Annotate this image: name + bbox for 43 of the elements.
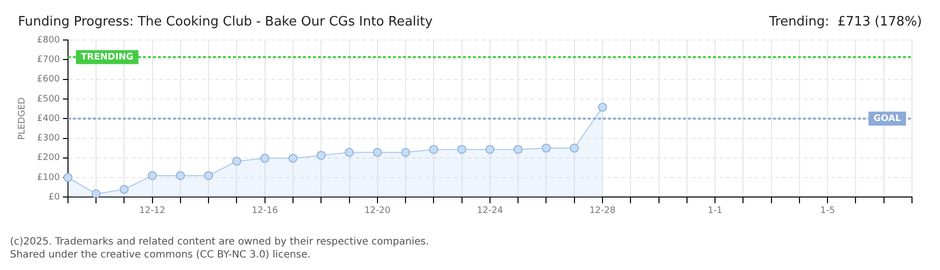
point (344, 148, 354, 157)
y-tick-label: £400 (37, 114, 60, 124)
y-tick-label: £100 (37, 172, 60, 183)
ref-line-label: GOAL (874, 114, 902, 124)
y-tick-label: £0 (48, 192, 60, 203)
ref-line-label: TRENDING (80, 52, 134, 62)
point (372, 148, 382, 157)
y-tick-label: £800 (37, 35, 60, 46)
point (232, 156, 242, 166)
point (288, 154, 298, 163)
point (598, 102, 607, 112)
x-tick-label: 12-16 (252, 206, 278, 216)
y-tick-label: £500 (37, 94, 60, 104)
y-axis-title: PLEDGED (17, 97, 28, 140)
x-tick-label: 12-12 (139, 206, 166, 216)
point (401, 148, 410, 157)
x-tick-label: 12-24 (476, 206, 504, 216)
point (570, 144, 579, 153)
point (260, 154, 270, 163)
point (457, 144, 466, 154)
y-tick-label: £300 (37, 134, 60, 144)
point (204, 171, 214, 180)
x-tick-label: 12-20 (364, 206, 391, 216)
chart-subtitle: Trending: £713 (178%) (768, 14, 922, 30)
y-tick-label: £600 (37, 74, 60, 85)
point (176, 171, 185, 180)
chart-title: Funding Progress: The Cooking Club - Bake Our CGs Into Reality (18, 14, 433, 30)
point (92, 189, 101, 198)
x-tick-label: 1-1 (708, 206, 722, 216)
point (120, 184, 129, 194)
point (429, 144, 438, 154)
point (63, 173, 72, 182)
text: (c)2025. Trademarks and related content are owned by their respective companies. (10, 236, 429, 248)
point (148, 171, 157, 180)
point (514, 144, 523, 154)
x-tick-label: 1-5 (820, 206, 835, 216)
text: Shared under the creative commons (CC BY-NC 3.0) license. (10, 250, 311, 261)
x-tick-label: 12-28 (589, 206, 616, 216)
point (316, 150, 326, 160)
point (542, 144, 551, 153)
y-tick-label: £200 (37, 153, 60, 164)
y-tick-label: £700 (37, 54, 60, 65)
point (485, 144, 494, 154)
